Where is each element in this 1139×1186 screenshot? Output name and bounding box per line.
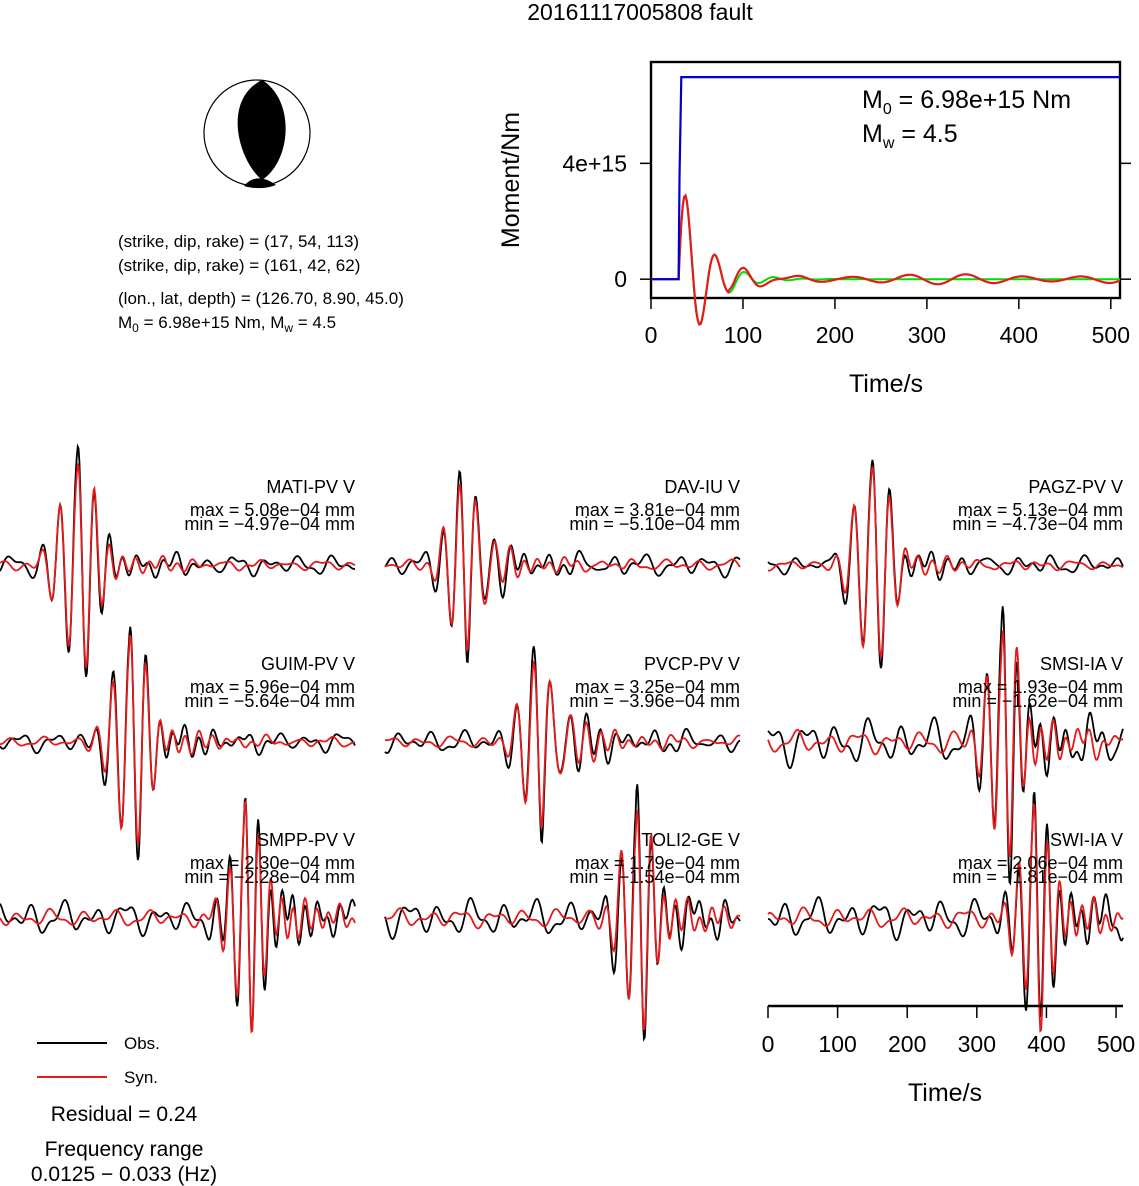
legend-syn-label: Syn. (124, 1068, 158, 1087)
station-max-label: max = 5.13e−04 mm (958, 500, 1123, 520)
legend-obs-label: Obs. (124, 1034, 160, 1053)
station-min-label: min = −5.64e−04 mm (184, 691, 355, 711)
station-min-label: min = −3.96e−04 mm (569, 691, 740, 711)
waveform-time-axis: Time/s 0 100 200 300 400 500 (762, 1004, 1135, 1107)
station-max-label: max = 2.30e−04 mm (190, 853, 355, 873)
moment-x-tick-label: 300 (908, 322, 946, 348)
station-min-label: min = −2.28e−04 mm (184, 867, 355, 887)
synthetic-waveform-line (0, 799, 356, 1034)
station-name-label: SWI-IA V (1050, 830, 1123, 850)
legend: Obs. Syn. (37, 1034, 160, 1087)
station-name-label: MATI-PV V (266, 477, 355, 497)
moment-y-axis-label: Moment/Nm (497, 112, 525, 248)
info-magnitude: M0 = 6.98e+15 Nm, Mw = 4.5 (118, 313, 336, 335)
moment-x-tick-label: 400 (1000, 322, 1038, 348)
info-nodal-plane-1: (strike, dip, rake) = (17, 54, 113) (118, 232, 359, 251)
synthetic-waveform-line (0, 634, 356, 845)
observed-waveform-line (0, 626, 356, 861)
station-min-label: min = −4.73e−04 mm (952, 514, 1123, 534)
moment-stf-green-line (651, 193, 1120, 326)
moment-stf-red-line (651, 193, 1121, 326)
synthetic-waveform-line (767, 630, 1124, 858)
station-min-label: min = −1.54e−04 mm (569, 867, 740, 887)
frequency-range-value: 0.0125 − 0.033 (Hz) (31, 1163, 217, 1186)
station-name-label: PAGZ-PV V (1028, 477, 1123, 497)
station-name-label: DAV-IU V (664, 477, 740, 497)
info-nodal-plane-2: (strike, dip, rake) = (161, 42, 62) (118, 256, 360, 275)
station-max-label: max = 1.93e−04 mm (958, 677, 1123, 697)
station-max-label: max = 3.81e−04 mm (575, 500, 740, 520)
station-name-label: SMSI-IA V (1040, 654, 1123, 674)
waveform-x-axis-label: Time/s (908, 1079, 982, 1107)
frequency-range-title: Frequency range (45, 1138, 204, 1161)
moment-y-tick-label: 0 (614, 266, 627, 292)
station-max-label: max = 1.79e−04 mm (575, 853, 740, 873)
moment-y-tick-label: 4e+15 (562, 150, 627, 176)
source-info: (strike, dip, rake) = (17, 54, 113) (str… (118, 232, 404, 335)
waveform-x-tick-label: 500 (1097, 1031, 1135, 1057)
station-min-label: min = −1.81e−04 mm (952, 867, 1123, 887)
waveform-x-tick-label: 300 (958, 1031, 996, 1057)
moment-x-tick-label: 500 (1092, 322, 1130, 348)
station-max-label: max = 3.25e−04 mm (575, 677, 740, 697)
residual-text: Residual = 0.24 (51, 1103, 198, 1126)
station-min-label: min = −4.97e−04 mm (184, 514, 355, 534)
focal-mechanism-beachball (203, 79, 311, 189)
observed-waveform-line (767, 459, 1124, 669)
moment-cumulative-line (651, 75, 1120, 281)
observed-waveform-line (767, 606, 1124, 886)
moment-plot-frame (649, 60, 1122, 300)
station-max-label: max = 5.96e−04 mm (190, 677, 355, 697)
moment-x-axis-label: Time/s (849, 370, 923, 398)
moment-mw-annotation: Mw = 4.5 (862, 120, 958, 152)
moment-m0-annotation: M0 = 6.98e+15 Nm (862, 86, 1071, 118)
waveform-x-tick-label: 100 (818, 1031, 856, 1057)
station-name-label: TOLI2-GE V (641, 830, 740, 850)
station-min-label: min = −5.10e−04 mm (569, 514, 740, 534)
observed-waveform-line (384, 646, 741, 845)
station-name-label: SMPP-PV V (257, 830, 355, 850)
station-max-label: max = 2.06e−04 mm (958, 853, 1123, 873)
moment-x-tick-label: 100 (724, 322, 762, 348)
moment-x-tick-label: 0 (645, 322, 658, 348)
figure-title: 20161117005808 fault (527, 0, 753, 25)
info-location: (lon., lat, depth) = (126.70, 8.90, 45.0… (118, 289, 404, 308)
waveform-x-tick-label: 0 (762, 1031, 775, 1057)
synthetic-waveform-line (384, 483, 741, 652)
waveform-x-tick-label: 400 (1027, 1031, 1065, 1057)
synthetic-waveform-line (384, 810, 741, 1030)
moment-x-tick-label: 200 (816, 322, 854, 348)
station-name-label: PVCP-PV V (644, 654, 740, 674)
observed-waveform-line (384, 784, 741, 1043)
station-name-label: GUIM-PV V (261, 654, 355, 674)
observed-waveform-line (768, 792, 1124, 1020)
synthetic-waveform-line (767, 803, 1124, 1033)
synthetic-waveform-line (384, 659, 741, 829)
station-max-label: max = 5.08e−04 mm (190, 500, 355, 520)
moment-chart: Moment/Nm Time/s M0 = 6.98e+15 Nm Mw = 4… (497, 60, 1131, 398)
synthetic-waveform-line (0, 462, 356, 668)
waveform-x-tick-label: 200 (888, 1031, 926, 1057)
synthetic-waveform-line (767, 466, 1124, 658)
station-min-label: min = −1.62e−04 mm (952, 691, 1123, 711)
